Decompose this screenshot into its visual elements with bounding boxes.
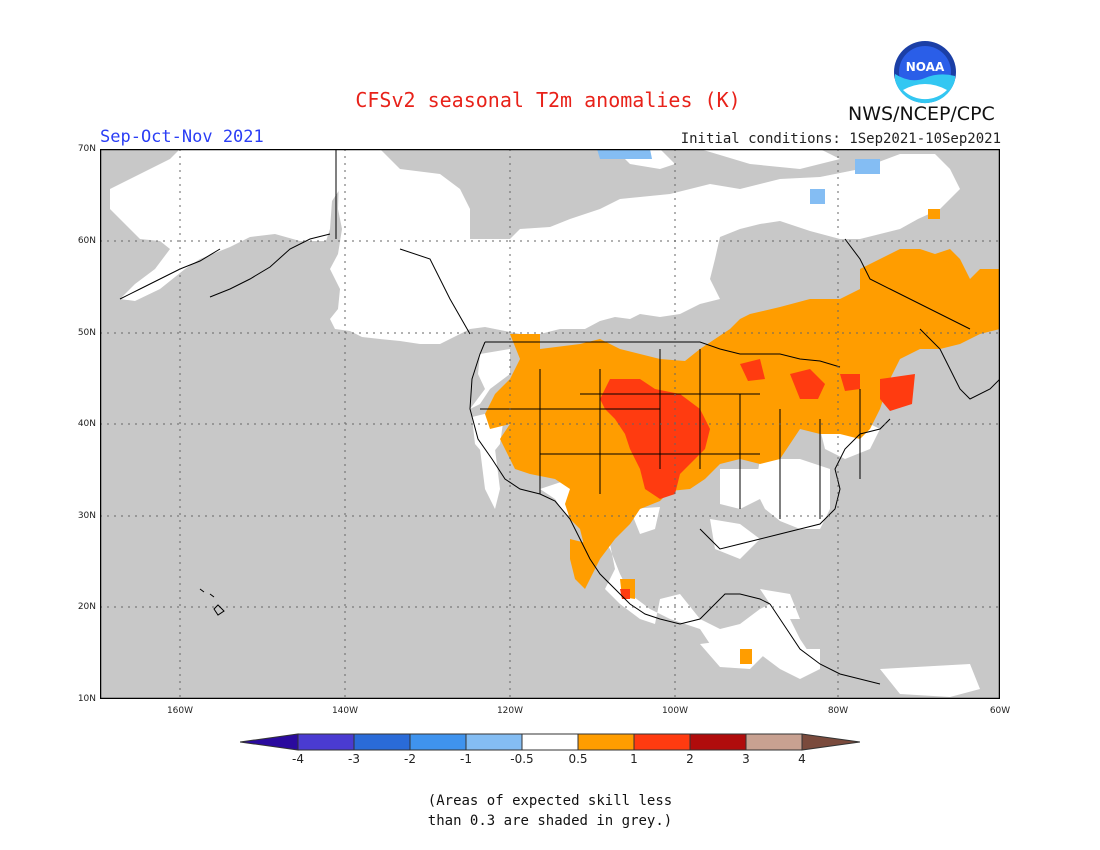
skill-note-line2: than 0.3 are shaded in grey.) — [427, 813, 673, 829]
noaa-logo: NOAA — [894, 41, 956, 104]
colorbar-label: -4 — [292, 752, 304, 766]
colorbar-label: -3 — [348, 752, 360, 766]
colorbar-segment-lower-extend — [240, 733, 299, 751]
lon-label-120w: 120W — [496, 706, 524, 716]
cool-anomaly — [597, 149, 880, 204]
colorbar-label: 2 — [686, 752, 694, 766]
colorbar-segment-6 — [633, 733, 691, 751]
colorbar-label: -0.5 — [510, 752, 534, 766]
near-normal-areas — [110, 149, 980, 697]
colorbar-segment-7 — [689, 733, 747, 751]
colorbar-segment-upper-extend — [801, 733, 860, 751]
colorbar-segment-0 — [297, 733, 355, 751]
colorbar-segment-8 — [745, 733, 803, 751]
warm-anomaly-0_5-1 — [485, 209, 1000, 664]
graticule — [100, 149, 1000, 699]
initial-conditions-label: Initial conditions: 1Sep2021-10Sep2021 — [680, 131, 1001, 147]
colorbar-segment-3 — [465, 733, 523, 751]
agency-label: NWS/NCEP/CPC — [848, 103, 995, 125]
colorbar-segment-2 — [409, 733, 467, 751]
lat-label-30n: 30N — [77, 511, 96, 521]
lon-label-160w: 160W — [166, 706, 194, 716]
colorbar-label: 4 — [798, 752, 806, 766]
lat-label-60n: 60N — [77, 236, 96, 246]
lon-label-60w: 60W — [989, 706, 1011, 716]
colorbar-label: 0.5 — [568, 752, 588, 766]
colorbar-segment-5 — [577, 733, 635, 751]
anomaly-map — [100, 149, 1000, 699]
colorbar-label: 1 — [630, 752, 638, 766]
lon-label-100w: 100W — [661, 706, 689, 716]
colorbar-label: -1 — [460, 752, 472, 766]
lon-label-140w: 140W — [331, 706, 359, 716]
colorbar-label: 3 — [742, 752, 750, 766]
lat-label-20n: 20N — [77, 602, 96, 612]
hawaii-islands — [199, 588, 225, 616]
lat-label-50n: 50N — [77, 328, 96, 338]
skill-note-line1: (Areas of expected skill less — [427, 793, 673, 809]
lat-label-10n: 10N — [77, 694, 96, 704]
lon-label-80w: 80W — [827, 706, 849, 716]
map-frame — [100, 149, 1000, 699]
lat-label-70n: 70N — [77, 144, 96, 154]
boundaries — [119, 149, 1000, 685]
map-title: CFSv2 seasonal T2m anomalies (K) — [355, 88, 741, 112]
logo-text: NOAA — [906, 60, 945, 74]
colorbar-label: -2 — [404, 752, 416, 766]
colorbar — [240, 733, 860, 751]
skill-note: (Areas of expected skill less than 0.3 a… — [0, 791, 1100, 831]
colorbar-segment-1 — [353, 733, 411, 751]
season-label: Sep-Oct-Nov 2021 — [100, 127, 264, 147]
lat-label-40n: 40N — [77, 419, 96, 429]
colorbar-segment-4 — [521, 733, 579, 751]
